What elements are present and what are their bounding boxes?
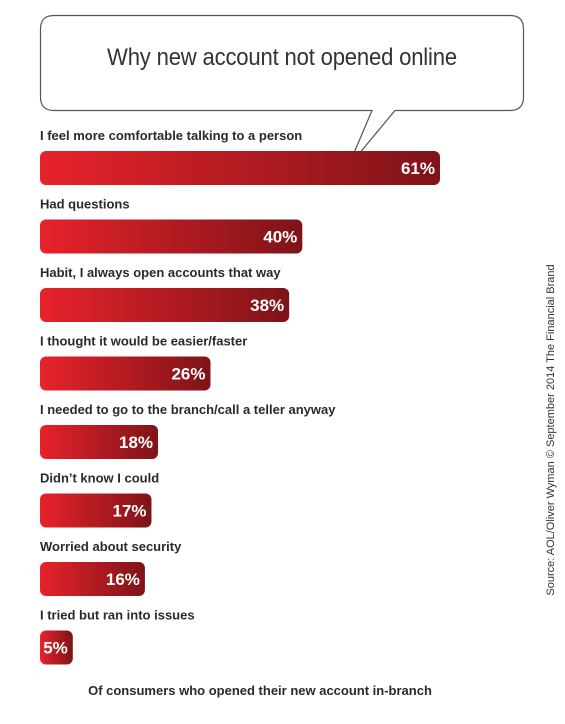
bar: [40, 288, 290, 322]
bar: [40, 219, 303, 254]
bar: [40, 562, 145, 596]
category-label: I needed to go to the branch/call a tell…: [40, 402, 336, 417]
value-label: 40%: [263, 228, 297, 247]
value-label: 18%: [119, 433, 153, 452]
chart-title: Why new account not opened online: [107, 44, 457, 71]
bar: [40, 493, 152, 528]
bars-group: I feel more comfortable talking to a per…: [40, 128, 440, 665]
category-label: I feel more comfortable talking to a per…: [40, 128, 302, 143]
chart-footer: Of consumers who opened their new accoun…: [88, 683, 432, 698]
value-label: 5%: [43, 639, 68, 658]
value-label: 16%: [106, 570, 140, 589]
value-label: 38%: [250, 296, 284, 315]
value-label: 26%: [171, 365, 205, 384]
bar: [40, 630, 73, 665]
bar: [40, 151, 440, 185]
title-callout: [39, 14, 525, 168]
category-label: Worried about security: [40, 539, 182, 554]
callout-shape: [39, 14, 525, 168]
category-label: Had questions: [40, 197, 130, 212]
value-label: 17%: [112, 502, 146, 521]
value-label: 61%: [401, 159, 435, 178]
source-note: Source: AOL/Oliver Wyman © September 201…: [545, 264, 557, 596]
category-label: I thought it would be easier/faster: [40, 334, 247, 349]
bar: [40, 425, 159, 459]
category-label: Habit, I always open accounts that way: [40, 265, 281, 280]
bar: [40, 356, 211, 391]
category-label: I tried but ran into issues: [40, 608, 195, 623]
category-label: Didn’t know I could: [40, 471, 159, 486]
